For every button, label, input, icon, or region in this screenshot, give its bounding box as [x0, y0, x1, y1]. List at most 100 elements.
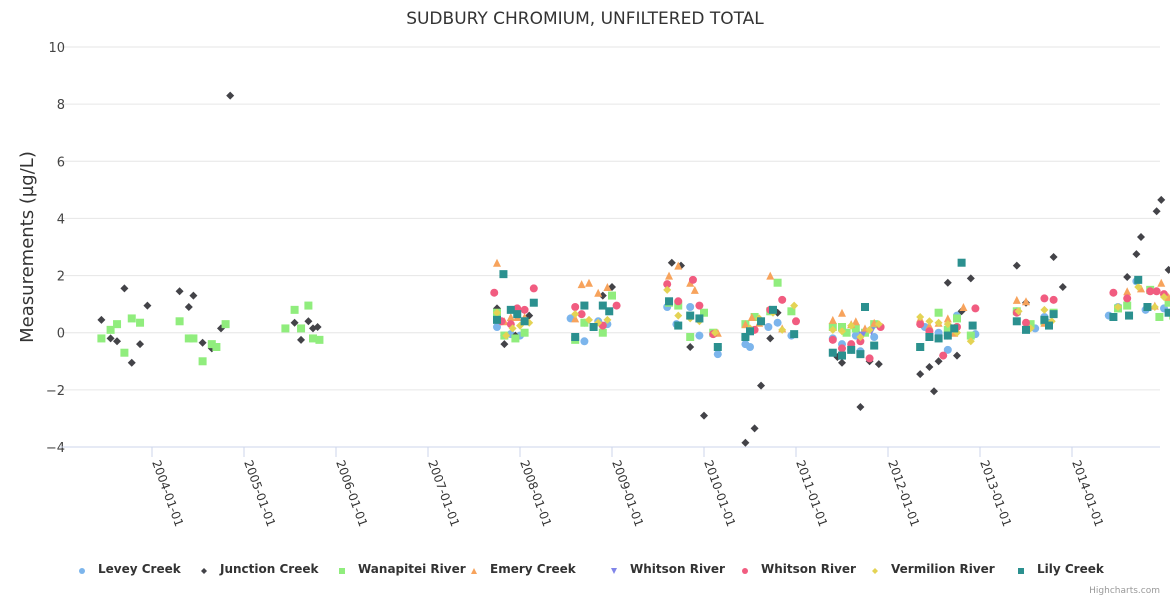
data-point — [856, 350, 865, 359]
data-point — [695, 331, 704, 340]
data-point — [175, 287, 184, 296]
data-point — [925, 321, 934, 330]
data-point — [747, 313, 756, 321]
data-point — [493, 308, 501, 317]
data-point — [571, 333, 580, 341]
legend-item[interactable]: Whitson River — [610, 562, 725, 576]
data-point — [943, 314, 952, 323]
legend-marker — [339, 568, 345, 574]
data-point — [580, 337, 589, 346]
data-point — [598, 301, 607, 310]
data-point — [1058, 283, 1067, 291]
data-point — [916, 313, 925, 321]
data-point — [207, 340, 216, 349]
legend-item[interactable]: Junction Creek — [200, 562, 318, 576]
legend-item[interactable]: Whitson River — [741, 562, 856, 576]
data-point — [953, 351, 961, 360]
data-point — [571, 303, 580, 311]
data-point — [674, 261, 683, 270]
data-point — [184, 334, 193, 343]
data-point — [828, 315, 837, 324]
data-point — [113, 320, 122, 329]
data-point — [175, 317, 184, 326]
data-point — [865, 354, 874, 363]
data-point — [1012, 295, 1021, 304]
legend-item[interactable]: Wanapitei River — [338, 562, 466, 576]
data-point — [750, 424, 759, 433]
data-point — [1123, 273, 1132, 281]
data-point — [828, 348, 837, 357]
data-point — [143, 301, 152, 310]
legend-item[interactable]: Lily Creek — [1017, 562, 1104, 576]
data-point — [1164, 265, 1170, 274]
data-point — [106, 325, 115, 334]
data-point — [226, 91, 235, 100]
data-point — [1152, 207, 1161, 216]
data-point — [700, 308, 708, 317]
data-point — [1137, 284, 1145, 293]
data-point — [865, 325, 874, 334]
data-point — [136, 318, 145, 327]
data-point — [585, 315, 593, 324]
data-point — [686, 303, 695, 311]
data-point — [957, 258, 966, 267]
data-point — [520, 328, 529, 337]
legend-label: Whitson River — [761, 562, 856, 576]
data-point — [741, 333, 750, 341]
data-point — [136, 340, 145, 349]
data-point — [493, 258, 501, 267]
legend-diamond-icon — [872, 568, 878, 574]
data-point — [750, 313, 759, 321]
data-point — [189, 291, 198, 300]
data-point — [1049, 295, 1058, 304]
data-point — [943, 320, 952, 329]
data-point — [309, 334, 317, 343]
data-point — [934, 308, 943, 317]
data-point — [1125, 311, 1134, 320]
data-point — [688, 275, 697, 284]
data-point — [966, 337, 975, 346]
series-lily-creek — [493, 258, 1170, 360]
data-point — [594, 288, 603, 297]
data-point — [1152, 287, 1161, 296]
data-point — [1012, 317, 1021, 326]
data-point — [790, 330, 799, 339]
data-point — [769, 305, 777, 314]
data-point — [1123, 287, 1132, 296]
data-point — [971, 304, 980, 313]
data-point — [577, 310, 586, 319]
data-point — [943, 278, 952, 287]
legend-marker — [1018, 568, 1024, 574]
data-point — [120, 284, 129, 293]
data-point — [490, 288, 499, 297]
data-point — [1150, 303, 1159, 311]
data-point — [577, 280, 586, 289]
data-point — [870, 341, 879, 350]
legend-item[interactable]: Levey Creek — [78, 562, 181, 576]
data-point — [838, 308, 846, 317]
data-point — [851, 324, 860, 333]
data-point — [1045, 321, 1053, 330]
y-tick-label: 2 — [57, 270, 65, 285]
legend-item[interactable]: Vermilion River — [871, 562, 995, 576]
legend-triangle-icon — [471, 568, 477, 574]
data-point — [1040, 305, 1049, 314]
data-point — [773, 318, 782, 327]
data-point — [746, 343, 754, 351]
data-point — [700, 411, 708, 420]
data-point — [1014, 307, 1023, 316]
data-point — [281, 324, 290, 333]
data-point — [297, 335, 306, 344]
legend: Levey Creek Junction Creek Wanapitei River… — [0, 562, 1170, 582]
legend-label: Emery Creek — [490, 562, 576, 576]
data-point — [1123, 294, 1132, 303]
x-tick-label: 2008-01-01 — [517, 458, 554, 528]
credits-link[interactable]: Highcharts.com — [1089, 586, 1160, 596]
data-point — [959, 303, 968, 311]
data-point — [686, 333, 695, 341]
data-point — [571, 310, 580, 319]
y-tick-label: 4 — [57, 212, 65, 227]
legend-item[interactable]: Emery Creek — [470, 562, 576, 576]
data-point — [690, 285, 699, 294]
y-tick-label: −4 — [46, 441, 65, 456]
